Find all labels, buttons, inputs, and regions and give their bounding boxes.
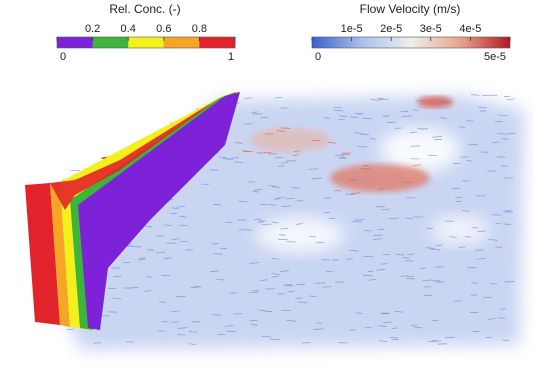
low-zone xyxy=(255,217,345,253)
arrow xyxy=(275,97,282,98)
arrow xyxy=(163,225,171,226)
arrow xyxy=(274,199,280,200)
arrow xyxy=(387,122,396,123)
arrow xyxy=(462,181,469,182)
arrow xyxy=(459,247,466,248)
arrow xyxy=(413,110,419,111)
arrow xyxy=(244,98,252,99)
mid-zone xyxy=(250,128,330,152)
arrow xyxy=(285,198,294,199)
tick-label: 3e-5 xyxy=(420,23,442,35)
colorbars: Rel. Conc. (-) 0 0.2 0.4 0.6 0.8 1 Flow Velocit… xyxy=(57,2,510,63)
arrow xyxy=(364,230,371,231)
arrow xyxy=(497,157,506,158)
color-segment xyxy=(57,37,93,48)
arrow xyxy=(365,327,372,328)
colorbar-title: Rel. Conc. (-) xyxy=(109,2,180,16)
arrow xyxy=(309,169,318,170)
arrow xyxy=(468,144,478,145)
tick-label: 4e-5 xyxy=(459,23,481,35)
arrow xyxy=(374,235,383,236)
tick-label: 5e-5 xyxy=(484,51,506,63)
arrow xyxy=(454,301,462,302)
high-zone xyxy=(330,164,430,192)
tick-label: 1e-5 xyxy=(341,23,363,35)
arrow xyxy=(281,128,291,129)
tick-label: 2e-5 xyxy=(380,23,402,35)
arrow xyxy=(351,193,360,194)
arrow xyxy=(162,321,168,322)
tick-label: 0.8 xyxy=(192,23,207,35)
arrow xyxy=(260,204,267,205)
tick-label: 0.4 xyxy=(121,23,136,35)
tick-label: 0 xyxy=(60,51,66,63)
arrow xyxy=(507,99,515,100)
color-segment xyxy=(93,37,129,48)
visualization: Rel. Conc. (-) 0 0.2 0.4 0.6 0.8 1 Flow Velocit… xyxy=(0,0,534,370)
arrow xyxy=(395,128,402,129)
arrow xyxy=(466,121,474,122)
arrow xyxy=(367,271,373,272)
tick-label: 1 xyxy=(228,51,234,63)
arrow xyxy=(472,283,479,284)
low-zone xyxy=(430,215,490,245)
arrow xyxy=(67,329,74,330)
color-segment xyxy=(199,37,235,48)
arrow xyxy=(324,198,331,199)
tick-label: 0.6 xyxy=(156,23,171,35)
arrow xyxy=(438,344,447,345)
color-gradient xyxy=(312,37,510,48)
arrow xyxy=(403,258,410,259)
arrow xyxy=(471,95,479,96)
arrow xyxy=(211,243,218,244)
arrow xyxy=(378,229,384,230)
tick-label: 0.2 xyxy=(85,23,100,35)
tick-label: 0 xyxy=(315,51,321,63)
color-segment xyxy=(164,37,200,48)
color-segment xyxy=(128,37,164,48)
arrow xyxy=(279,235,285,236)
colorbar-title: Flow Velocity (m/s) xyxy=(360,2,461,16)
arrow xyxy=(507,133,516,134)
